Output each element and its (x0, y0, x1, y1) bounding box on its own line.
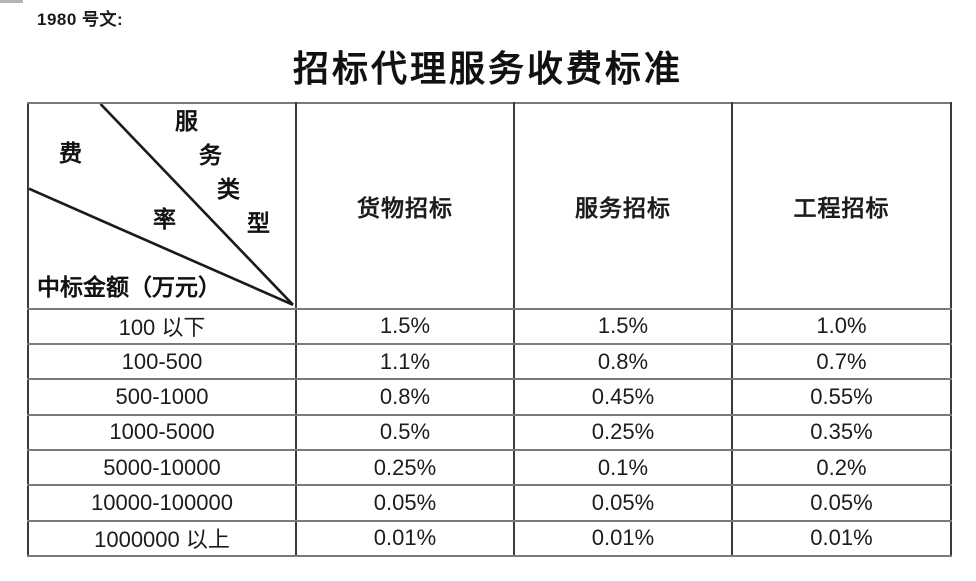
table-row: 5000-10000 0.25% 0.1% 0.2% (27, 448, 952, 487)
corner-fee-rate-char: 率 (153, 207, 176, 232)
rate-cell: 0.05% (513, 484, 733, 522)
rate-cell: 0.01% (513, 519, 733, 558)
rate-cell: 0.8% (513, 343, 733, 381)
amount-range-cell: 100-500 (27, 343, 297, 381)
rate-cell: 0.8% (295, 378, 515, 416)
rate-cell: 1.5% (295, 307, 515, 346)
rate-cell: 0.01% (731, 519, 952, 558)
diagonal-corner-inner: 服 务 类 型 费 率 中标金额（万元） (29, 104, 295, 308)
amount-range-cell: 100 以下 (27, 307, 297, 346)
amount-range-cell: 10000-100000 (27, 484, 297, 522)
rate-cell: 0.25% (295, 448, 515, 487)
rate-cell: 1.5% (513, 307, 733, 346)
rate-cell: 0.05% (295, 484, 515, 522)
column-header-works: 工程招标 (731, 102, 952, 310)
corner-fee-rate-char: 费 (59, 141, 82, 166)
table-row: 500-1000 0.8% 0.45% 0.55% (27, 378, 952, 416)
rate-cell: 0.5% (295, 413, 515, 452)
table-row: 100 以下 1.5% 1.5% 1.0% (27, 307, 952, 346)
amount-range-cell: 5000-10000 (27, 448, 297, 487)
doc-reference: 1980 号文: (37, 10, 124, 29)
rate-cell: 0.1% (513, 448, 733, 487)
diagonal-lines (29, 104, 294, 306)
amount-range-cell: 500-1000 (27, 378, 297, 416)
rate-cell: 0.35% (731, 413, 952, 452)
rate-cell: 0.7% (731, 343, 952, 381)
table-row: 100-500 1.1% 0.8% 0.7% (27, 343, 952, 381)
amount-range-cell: 1000000 以上 (27, 519, 297, 558)
rate-cell: 0.2% (731, 448, 952, 487)
corner-service-type-char: 类 (217, 177, 240, 202)
page-title: 招标代理服务收费标准 (292, 49, 683, 89)
table-row: 1000-5000 0.5% 0.25% 0.35% (27, 413, 952, 452)
table-row: 10000-100000 0.05% 0.05% 0.05% (27, 484, 952, 522)
corner-amount-label: 中标金额（万元） (37, 275, 221, 300)
table-header-row: 服 务 类 型 费 率 中标金额（万元） 货物招标 服务招标 工程招标 (27, 102, 952, 310)
rate-cell: 0.25% (513, 413, 733, 452)
table-row: 1000000 以上 0.01% 0.01% 0.01% (27, 519, 952, 558)
rate-cell: 0.01% (295, 519, 515, 558)
corner-service-type-char: 服 (175, 109, 198, 134)
diagonal-corner-cell: 服 务 类 型 费 率 中标金额（万元） (27, 102, 297, 310)
corner-service-type-char: 型 (247, 211, 270, 236)
column-header-services: 服务招标 (513, 102, 733, 310)
amount-range-cell: 1000-5000 (27, 413, 297, 452)
rate-cell: 1.1% (295, 343, 515, 381)
fee-standard-table: 服 务 类 型 费 率 中标金额（万元） 货物招标 服务招标 工程招标 100 … (27, 102, 952, 558)
rate-cell: 0.05% (731, 484, 952, 522)
column-header-goods: 货物招标 (295, 102, 515, 310)
screenshot-edge-artifact (0, 0, 23, 3)
corner-service-type-char: 务 (199, 143, 222, 168)
rate-cell: 1.0% (731, 307, 952, 346)
rate-cell: 0.45% (513, 378, 733, 416)
rate-cell: 0.55% (731, 378, 952, 416)
